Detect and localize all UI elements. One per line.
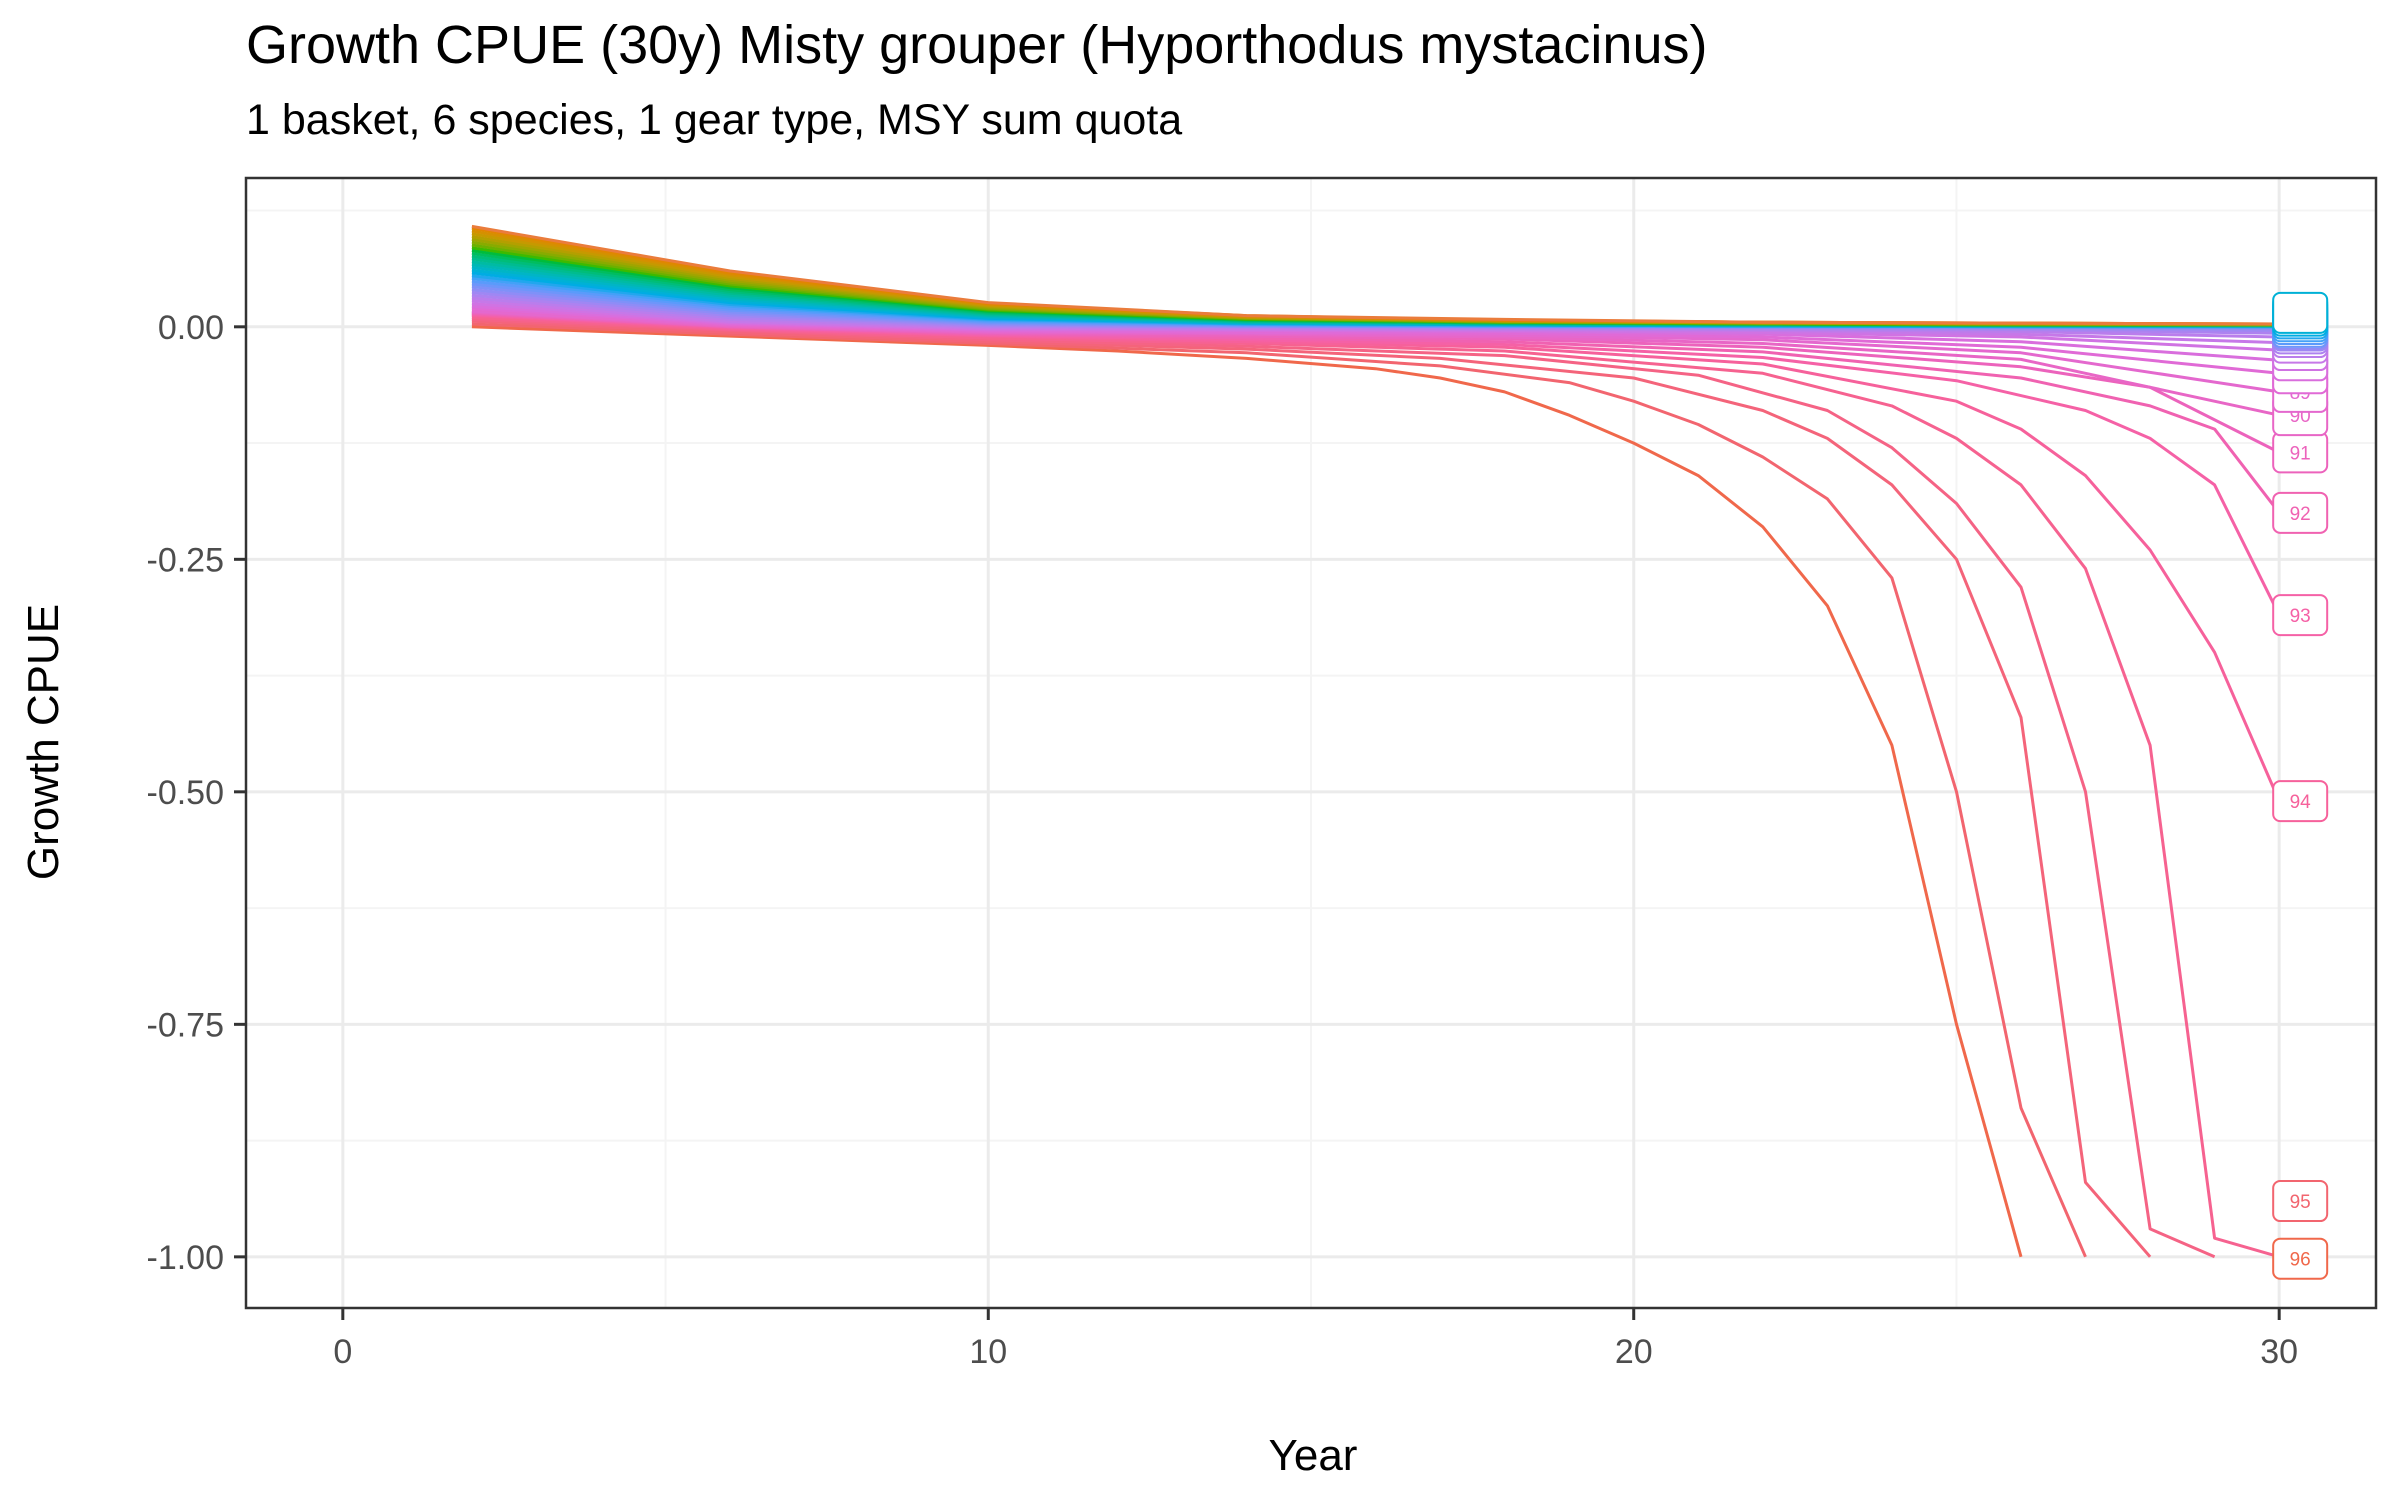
x-tick-label: 0 — [333, 1333, 352, 1371]
panel-border — [244, 176, 2378, 1310]
end-label-text: 96 — [2290, 1250, 2311, 1271]
end-label-box — [2272, 594, 2329, 637]
series-line-96 — [471, 325, 2023, 1258]
end-label: 93 — [2272, 594, 2329, 637]
series-line-95 — [471, 322, 2087, 1258]
end-label: 95 — [2272, 1180, 2329, 1223]
y-axis-title: Growth CPUE — [19, 604, 68, 880]
end-label-text: 91 — [2290, 443, 2311, 464]
end-label-text: 93 — [2290, 606, 2311, 627]
x-tick-label: 30 — [2260, 1333, 2298, 1371]
end-label: 96 — [2272, 1237, 2329, 1280]
end-label-box — [2272, 780, 2329, 823]
y-tick-label: -1.00 — [147, 1239, 225, 1277]
series-line-s3 — [471, 317, 2216, 1259]
end-label-box — [2272, 291, 2329, 334]
y-tick-label: -0.50 — [147, 774, 225, 812]
end-label-box — [2272, 1237, 2329, 1280]
x-tick-label: 20 — [1615, 1333, 1653, 1371]
end-label-layer: 9695949392919089 — [2272, 291, 2329, 1280]
x-tick-label: 10 — [969, 1333, 1007, 1371]
x-axis-title: Year — [1269, 1431, 1358, 1480]
series-line-s4 — [471, 316, 2280, 1259]
chart-subtitle: 1 basket, 6 species, 1 gear type, MSY su… — [246, 96, 1183, 144]
end-label-box — [2272, 491, 2329, 534]
y-tick-label: 0.00 — [158, 309, 224, 347]
end-label: 92 — [2272, 491, 2329, 534]
end-label-text: 92 — [2290, 504, 2311, 525]
series-layer — [471, 224, 2281, 1259]
y-tick-label: -0.25 — [147, 541, 225, 579]
end-label-box — [2272, 1180, 2329, 1223]
end-label-text: 95 — [2290, 1192, 2311, 1213]
end-label: 91 — [2272, 431, 2329, 474]
series-line-s2 — [471, 319, 2152, 1258]
end-label-text: 94 — [2290, 792, 2312, 813]
chart-title: Growth CPUE (30y) Misty grouper (Hyporth… — [246, 15, 1708, 75]
y-tick-label: -0.75 — [147, 1006, 225, 1044]
end-label — [2272, 291, 2329, 334]
end-label: 94 — [2272, 780, 2329, 823]
series-line-s41 — [471, 224, 2280, 326]
axis-layer: 0 10 20 30 0.00 -0.25 -0.50 -0.75 -1.00 — [147, 176, 2378, 1371]
